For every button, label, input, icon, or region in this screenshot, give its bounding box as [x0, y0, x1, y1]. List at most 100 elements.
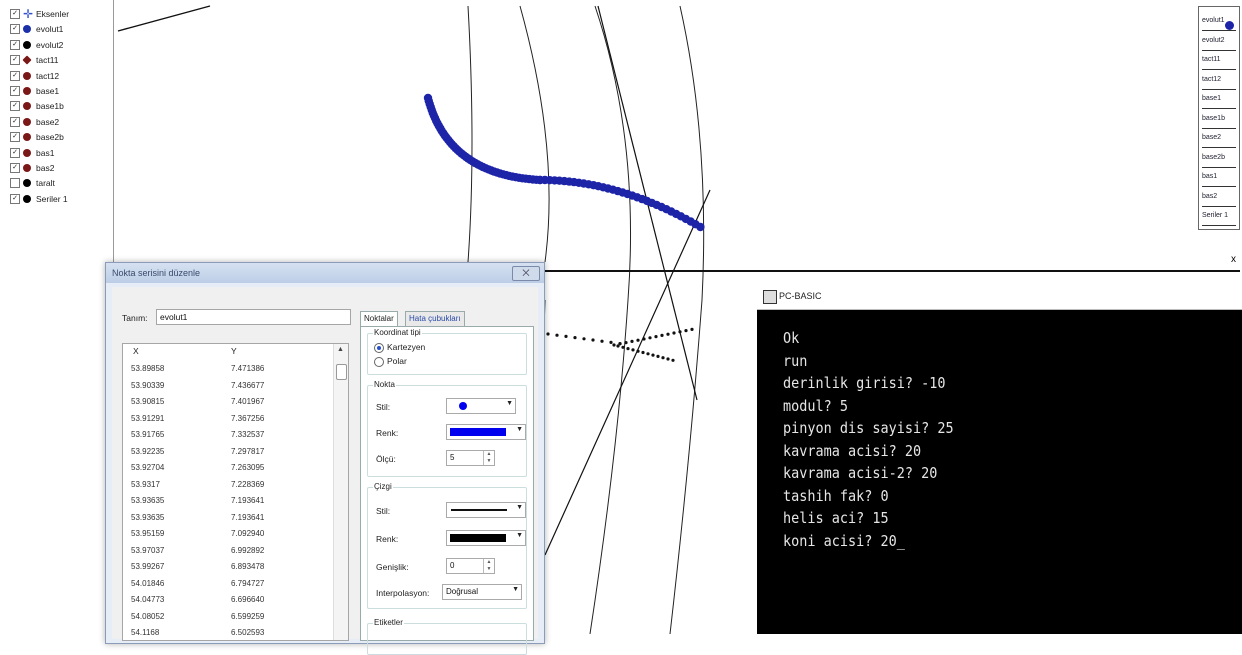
series-item-label: Eksenler [36, 9, 70, 19]
cell-x: 53.95159 [131, 529, 165, 538]
series-item[interactable]: ✓ Seriler 1 [10, 193, 68, 205]
dialog-body: Tanım: evolut1 X Y 53.89858 7.471386 53.90… [112, 287, 538, 655]
evolut1-series [423, 93, 705, 232]
table-row[interactable]: 53.93635 7.193641 [123, 511, 333, 524]
name-label: Tanım: [122, 313, 148, 323]
cell-x: 53.97037 [131, 545, 165, 555]
line-width-spinner[interactable]: 0 ▲ ▼ [446, 558, 495, 574]
table-row[interactable]: 53.91291 7.367256 [123, 412, 333, 425]
terminal-line: Ok [783, 329, 800, 347]
series-visibility-checkbox[interactable] [10, 178, 20, 189]
dialog-close-button[interactable]: ⨉ [512, 266, 540, 281]
terminal-output[interactable]: Ok run derinlik girisi? -10 modul? 5 pinyon … [783, 327, 954, 552]
terminal-title-bar[interactable]: PC-BASIC [757, 283, 1242, 310]
series-item[interactable]: taralt [10, 177, 55, 189]
series-item[interactable]: ✓ tact12 [10, 70, 59, 82]
curve-top-left [117, 5, 211, 32]
series-item[interactable]: ✓ base2 [10, 116, 59, 128]
cell-y: 7.297817 [231, 446, 265, 456]
dotted-point [616, 344, 620, 348]
column-header-x: X [133, 346, 139, 356]
cell-y: 6.696640 [231, 595, 265, 604]
series-visibility-checkbox[interactable]: ✓ [10, 101, 20, 112]
series-item[interactable]: ✓ base1 [10, 85, 59, 97]
series-item[interactable]: ✓ evolut1 [10, 23, 63, 35]
series-item[interactable]: ✓ bas1 [10, 147, 54, 159]
series-item-label: taralt [36, 178, 55, 189]
tab-hata-cubuklari[interactable]: Hata çubukları [405, 311, 465, 326]
tab-noktalar[interactable]: Noktalar [360, 311, 398, 327]
table-row[interactable]: 54.04773 6.696640 [123, 593, 333, 606]
dialog-title-bar[interactable]: Nokta serisini düzenle ⨉ [106, 263, 544, 283]
table-row[interactable]: 53.92235 7.297817 [123, 445, 333, 458]
line-width-value: 0 [450, 561, 455, 570]
series-visibility-checkbox[interactable]: ✓ [10, 147, 20, 158]
series-item[interactable]: ✓ tact11 [10, 54, 59, 66]
name-input[interactable]: evolut1 [156, 309, 351, 325]
table-row[interactable]: 53.91765 7.332537 [123, 428, 333, 441]
point-style-select[interactable]: ▼ [446, 398, 516, 414]
dot-icon [23, 117, 31, 126]
table-row[interactable]: 54.1168 6.502593 [123, 626, 333, 639]
points-table[interactable]: X Y 53.89858 7.471386 53.90339 7.436677 53.9… [122, 343, 349, 641]
line-color-select[interactable]: ▼ [446, 530, 526, 546]
series-item-label: base2b [36, 132, 64, 143]
series-visibility-checkbox[interactable]: ✓ [10, 55, 20, 66]
table-row[interactable]: 54.08052 6.599259 [123, 610, 333, 623]
dotted-point [646, 352, 650, 356]
cell-y: 7.193641 [231, 496, 265, 505]
series-visibility-checkbox[interactable]: ✓ [10, 9, 20, 19]
series-item[interactable]: ✓ base2b [10, 131, 64, 143]
radio-polar[interactable] [374, 357, 384, 367]
series-visibility-checkbox[interactable]: ✓ [10, 132, 20, 143]
table-scrollbar[interactable]: ▲ [333, 344, 348, 640]
terminal-title: PC-BASIC [779, 291, 822, 301]
radio-kartezyen[interactable] [374, 343, 384, 353]
series-visibility-checkbox[interactable]: ✓ [10, 86, 20, 96]
cell-y: 7.401967 [231, 397, 265, 406]
table-row[interactable]: 53.89858 7.471386 [123, 362, 333, 375]
scroll-up-arrow-icon[interactable]: ▲ [337, 346, 344, 353]
labels-group: Etiketler [367, 618, 527, 655]
series-item[interactable]: ✓ ✛ Eksenler [10, 8, 69, 20]
dotted-point [630, 339, 634, 343]
table-row[interactable]: 53.92704 7.263095 [123, 461, 333, 474]
cell-x: 53.90339 [131, 380, 165, 390]
chevron-down-icon: ▼ [512, 586, 519, 593]
interpolation-select[interactable]: Doğrusal ▼ [442, 584, 522, 600]
dotted-point [654, 335, 658, 339]
scroll-thumb[interactable] [336, 364, 347, 380]
pc-basic-window[interactable]: PC-BASIC Ok run derinlik girisi? -10 modul?… [757, 283, 1242, 634]
chevron-down-icon: ▼ [516, 504, 523, 511]
table-row[interactable]: 53.9317 7.228369 [123, 478, 333, 491]
cell-x: 53.91291 [131, 413, 165, 423]
line-color-label: Renk: [376, 534, 399, 544]
spinner-arrows-icon[interactable]: ▲ ▼ [483, 451, 494, 465]
dotted-point [573, 336, 577, 340]
x-axis-label: x [1231, 254, 1236, 265]
series-visibility-checkbox[interactable]: ✓ [10, 193, 20, 204]
spinner-arrows-icon[interactable]: ▲ ▼ [483, 559, 494, 573]
plot-canvas[interactable]: x [0, 0, 1242, 634]
table-row[interactable]: 54.01846 6.794727 [123, 577, 333, 590]
table-row[interactable]: 53.90339 7.436677 [123, 379, 333, 392]
table-row[interactable]: 53.93635 7.193641 [123, 494, 333, 507]
series-visibility-checkbox[interactable]: ✓ [10, 163, 20, 173]
series-visibility-checkbox[interactable]: ✓ [10, 24, 20, 35]
series-visibility-checkbox[interactable]: ✓ [10, 70, 20, 81]
table-row[interactable]: 53.90815 7.401967 [123, 395, 333, 408]
dot-icon [23, 87, 31, 95]
series-item[interactable]: ✓ evolut2 [10, 39, 63, 51]
series-item[interactable]: ✓ base1b [10, 100, 64, 112]
dotted-point [612, 343, 616, 347]
series-visibility-checkbox[interactable]: ✓ [10, 116, 20, 127]
point-size-spinner[interactable]: 5 ▲ ▼ [446, 450, 495, 466]
series-item[interactable]: ✓ bas2 [10, 162, 54, 174]
point-color-select[interactable]: ▼ [446, 424, 526, 440]
table-row[interactable]: 53.97037 6.992892 [123, 544, 333, 557]
table-row[interactable]: 53.99267 6.893478 [123, 560, 333, 573]
series-visibility-checkbox[interactable]: ✓ [10, 39, 20, 50]
line-style-select[interactable]: ▼ [446, 502, 526, 518]
table-row[interactable]: 53.95159 7.092940 [123, 527, 333, 540]
series-item-label: Seriler 1 [36, 193, 68, 204]
